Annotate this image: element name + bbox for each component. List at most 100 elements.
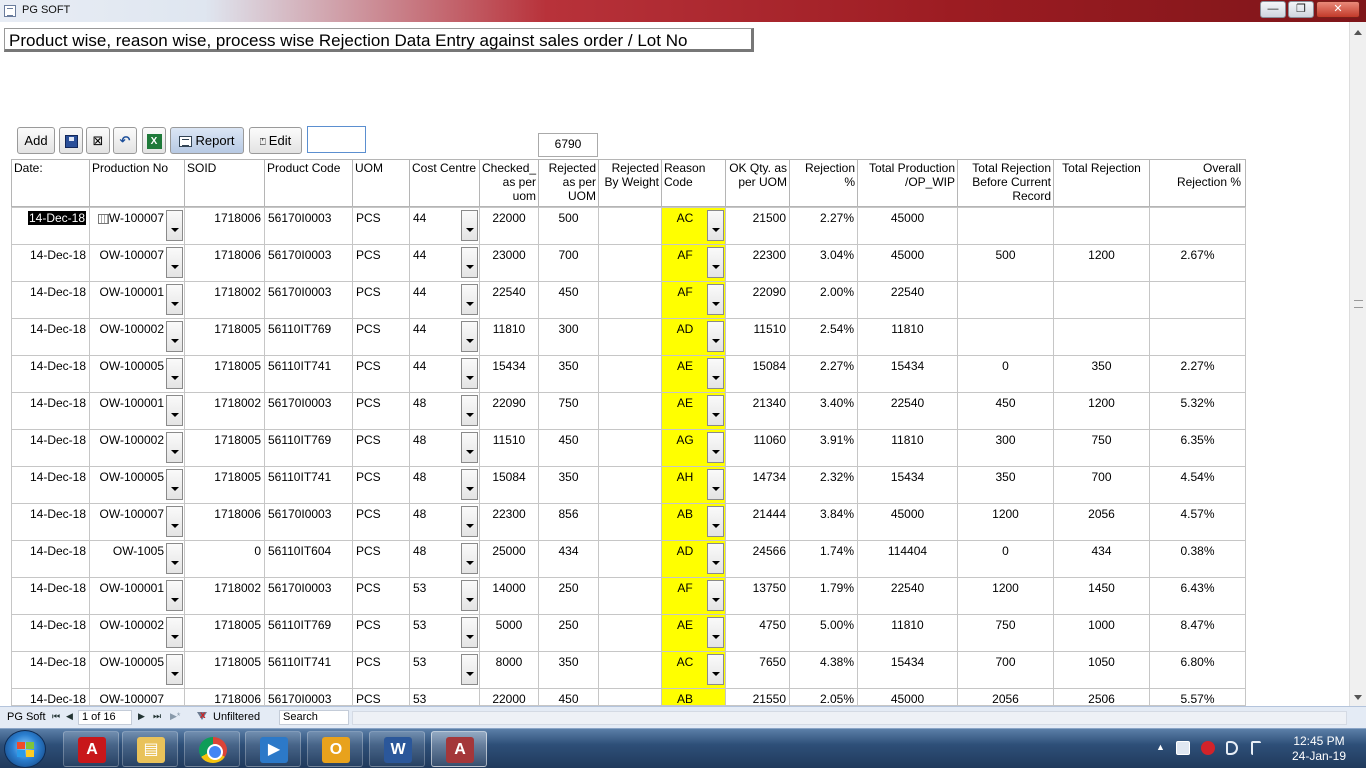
report-button[interactable]: Report <box>170 127 244 154</box>
cell-checked[interactable]: 8000 <box>479 651 539 689</box>
cell-reason-code[interactable]: AB <box>661 688 726 706</box>
cell-rejected-weight[interactable] <box>598 577 662 615</box>
cell-rejection-pct[interactable]: 4.38% <box>789 651 858 689</box>
cell-uom[interactable]: PCS <box>352 540 410 578</box>
cell-rejected[interactable]: 500 <box>538 207 599 245</box>
cell-rejected[interactable]: 856 <box>538 503 599 541</box>
chevron-down-icon[interactable] <box>166 247 183 278</box>
cell-product-code[interactable]: 56110IT741 <box>264 466 353 504</box>
cell-uom[interactable]: PCS <box>352 614 410 652</box>
cell-total-rejection-before[interactable]: 750 <box>957 614 1054 652</box>
cell-ok-qty[interactable]: 22090 <box>725 281 790 319</box>
cell-rejected[interactable]: 750 <box>538 392 599 430</box>
chevron-down-icon[interactable] <box>707 543 724 574</box>
cell-soid[interactable]: 1718005 <box>184 318 265 356</box>
cell-total-rejection-before[interactable]: 1200 <box>957 503 1054 541</box>
taskbar-explorer[interactable]: ▤ <box>122 731 178 767</box>
cell-rejection-pct[interactable]: 3.40% <box>789 392 858 430</box>
chevron-down-icon[interactable] <box>166 321 183 352</box>
cell-checked[interactable]: 22540 <box>479 281 539 319</box>
cell-date[interactable]: 14-Dec-18 <box>11 577 90 615</box>
cell-rejected-weight[interactable] <box>598 318 662 356</box>
cell-soid[interactable]: 1718006 <box>184 244 265 282</box>
chevron-down-icon[interactable] <box>461 654 478 685</box>
first-record-icon[interactable]: ⏮ <box>52 711 61 721</box>
cell-rejected[interactable]: 250 <box>538 577 599 615</box>
cell-uom[interactable]: PCS <box>352 355 410 393</box>
taskbar-word[interactable]: W <box>369 731 425 767</box>
cell-soid[interactable]: 1718005 <box>184 429 265 467</box>
cell-ok-qty[interactable]: 11510 <box>725 318 790 356</box>
new-record-icon[interactable]: ▶* <box>170 711 181 721</box>
cell-total-production[interactable]: 11810 <box>857 318 958 356</box>
cell-rejected-weight[interactable] <box>598 651 662 689</box>
record-number-field[interactable]: 1 of 16 <box>78 710 132 725</box>
chevron-down-icon[interactable] <box>707 432 724 463</box>
cell-soid[interactable]: 0 <box>184 540 265 578</box>
cell-overall-rejection[interactable]: 8.47% <box>1149 614 1246 652</box>
cell-ok-qty[interactable]: 21444 <box>725 503 790 541</box>
cell-date[interactable]: 14-Dec-18 <box>11 244 90 282</box>
cell-product-code[interactable]: 56110IT769 <box>264 318 353 356</box>
cell-soid[interactable]: 1718002 <box>184 577 265 615</box>
cell-rejected-weight[interactable] <box>598 688 662 706</box>
clock[interactable]: 12:45 PM 24-Jan-19 <box>1284 734 1354 764</box>
cell-total-rejection[interactable]: 1050 <box>1053 651 1150 689</box>
cell-production-no[interactable]: OW-100007 <box>89 688 185 706</box>
cell-overall-rejection[interactable]: 2.67% <box>1149 244 1246 282</box>
cell-checked[interactable]: 11510 <box>479 429 539 467</box>
cell-checked[interactable]: 15434 <box>479 355 539 393</box>
cell-overall-rejection[interactable] <box>1149 281 1246 319</box>
cell-ok-qty[interactable]: 24566 <box>725 540 790 578</box>
chevron-down-icon[interactable] <box>707 247 724 278</box>
cell-total-production[interactable]: 45000 <box>857 207 958 245</box>
cell-rejection-pct[interactable]: 1.79% <box>789 577 858 615</box>
cell-total-rejection[interactable] <box>1053 281 1150 319</box>
tray-expand-icon[interactable]: ▲ <box>1156 742 1165 752</box>
cell-date[interactable]: 14-Dec-18 <box>11 207 90 245</box>
taskbar-chrome[interactable] <box>184 731 240 767</box>
scroll-up-icon[interactable] <box>1354 30 1362 35</box>
cell-rejected[interactable]: 700 <box>538 244 599 282</box>
cell-rejected[interactable]: 434 <box>538 540 599 578</box>
cell-rejected[interactable]: 350 <box>538 651 599 689</box>
cell-ok-qty[interactable]: 15084 <box>725 355 790 393</box>
cell-total-rejection[interactable]: 750 <box>1053 429 1150 467</box>
cell-rejected-weight[interactable] <box>598 392 662 430</box>
cell-uom[interactable]: PCS <box>352 429 410 467</box>
cell-total-rejection-before[interactable]: 450 <box>957 392 1054 430</box>
vertical-scrollbar[interactable] <box>1349 22 1366 706</box>
chevron-down-icon[interactable] <box>461 506 478 537</box>
chevron-down-icon[interactable] <box>461 358 478 389</box>
cell-checked[interactable]: 11810 <box>479 318 539 356</box>
cell-ok-qty[interactable]: 21340 <box>725 392 790 430</box>
cell-overall-rejection[interactable] <box>1149 318 1246 356</box>
cell-total-rejection[interactable]: 1200 <box>1053 392 1150 430</box>
cell-uom[interactable]: PCS <box>352 577 410 615</box>
cell-rejected[interactable]: 300 <box>538 318 599 356</box>
cell-overall-rejection[interactable]: 6.80% <box>1149 651 1246 689</box>
cell-ok-qty[interactable]: 4750 <box>725 614 790 652</box>
cell-rejection-pct[interactable]: 2.05% <box>789 688 858 706</box>
cell-date[interactable]: 14-Dec-18 <box>11 540 90 578</box>
cell-date[interactable]: 14-Dec-18 <box>11 688 90 706</box>
chevron-down-icon[interactable] <box>166 469 183 500</box>
chevron-down-icon[interactable] <box>461 617 478 648</box>
horizontal-scrollbar[interactable] <box>352 711 1347 725</box>
cell-rejection-pct[interactable]: 3.84% <box>789 503 858 541</box>
cell-date[interactable]: 14-Dec-18 <box>11 355 90 393</box>
chevron-down-icon[interactable] <box>166 617 183 648</box>
cell-total-production[interactable]: 22540 <box>857 281 958 319</box>
calendar-icon[interactable] <box>97 213 109 224</box>
cell-date[interactable]: 14-Dec-18 <box>11 281 90 319</box>
cell-total-production[interactable]: 11810 <box>857 429 958 467</box>
chevron-down-icon[interactable] <box>461 210 478 241</box>
cell-rejection-pct[interactable]: 1.74% <box>789 540 858 578</box>
tray-antivirus-icon[interactable] <box>1201 741 1215 755</box>
cell-total-rejection-before[interactable]: 2056 <box>957 688 1054 706</box>
cell-rejection-pct[interactable]: 5.00% <box>789 614 858 652</box>
cell-product-code[interactable]: 56170I0003 <box>264 392 353 430</box>
taskbar-outlook[interactable]: O <box>307 731 363 767</box>
cell-ok-qty[interactable]: 14734 <box>725 466 790 504</box>
cell-total-production[interactable]: 114404 <box>857 540 958 578</box>
